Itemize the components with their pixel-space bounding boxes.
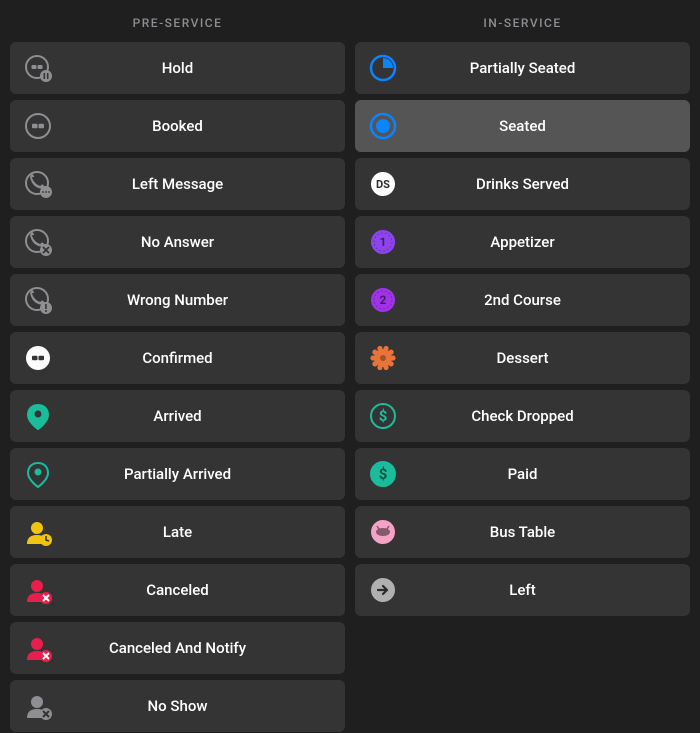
status-hold[interactable]: Hold [10, 42, 345, 94]
seated-icon [355, 112, 411, 140]
status-booked[interactable]: Booked [10, 100, 345, 152]
in-service-header: IN-SERVICE [355, 10, 690, 42]
status-confirmed[interactable]: Confirmed [10, 332, 345, 384]
status-picker: PRE-SERVICE Hold Booked Left Message No An… [0, 0, 700, 733]
bus-table-icon [355, 518, 411, 546]
check-dropped-icon: $ [355, 402, 411, 430]
status-check-dropped[interactable]: $Check Dropped [355, 390, 690, 442]
status-appetizer[interactable]: 1Appetizer [355, 216, 690, 268]
canceled-notify-icon [10, 634, 66, 662]
status-drinks-served[interactable]: DSDrinks Served [355, 158, 690, 210]
svg-text:2: 2 [380, 293, 387, 307]
status-2nd-course[interactable]: 22nd Course [355, 274, 690, 326]
left-message-icon [10, 170, 66, 198]
status-wrong-number[interactable]: Wrong Number [10, 274, 345, 326]
late-icon [10, 518, 66, 546]
status-canceled-notify[interactable]: Canceled And Notify [10, 622, 345, 674]
pre-service-header: PRE-SERVICE [10, 10, 345, 42]
svg-text:1: 1 [380, 235, 387, 249]
status-canceled[interactable]: Canceled [10, 564, 345, 616]
status-no-answer[interactable]: No Answer [10, 216, 345, 268]
status-seated[interactable]: Seated [355, 100, 690, 152]
status-late[interactable]: Late [10, 506, 345, 558]
drinks-served-icon: DS [355, 170, 411, 198]
status-left-message[interactable]: Left Message [10, 158, 345, 210]
partially-seated-icon [355, 54, 411, 82]
svg-text:DS: DS [376, 178, 390, 191]
booked-icon [10, 112, 66, 140]
appetizer-icon: 1 [355, 228, 411, 256]
left-icon [355, 576, 411, 604]
no-answer-icon [10, 228, 66, 256]
wrong-number-icon [10, 286, 66, 314]
hold-icon [10, 54, 66, 82]
status-arrived[interactable]: Arrived [10, 390, 345, 442]
status-left[interactable]: Left [355, 564, 690, 616]
arrived-icon [10, 402, 66, 430]
in-service-items: Partially Seated Seated DSDrinks Served 1Ap… [355, 42, 690, 616]
partially-arrived-icon [10, 460, 66, 488]
confirmed-icon [10, 344, 66, 372]
pre-service-items: Hold Booked Left Message No Answer Wrong Nu… [10, 42, 345, 732]
no-show-icon [10, 692, 66, 720]
in-service-column: IN-SERVICE Partially Seated Seated DSDrink… [355, 10, 690, 733]
svg-text:$: $ [379, 465, 388, 483]
dessert-icon [355, 344, 411, 372]
svg-text:$: $ [379, 407, 388, 425]
status-dessert[interactable]: Dessert [355, 332, 690, 384]
status-paid[interactable]: $Paid [355, 448, 690, 500]
pre-service-column: PRE-SERVICE Hold Booked Left Message No An… [10, 10, 345, 733]
status-bus-table[interactable]: Bus Table [355, 506, 690, 558]
second-course-icon: 2 [355, 286, 411, 314]
status-partially-seated[interactable]: Partially Seated [355, 42, 690, 94]
status-partially-arrived[interactable]: Partially Arrived [10, 448, 345, 500]
paid-icon: $ [355, 460, 411, 488]
status-no-show[interactable]: No Show [10, 680, 345, 732]
canceled-icon [10, 576, 66, 604]
